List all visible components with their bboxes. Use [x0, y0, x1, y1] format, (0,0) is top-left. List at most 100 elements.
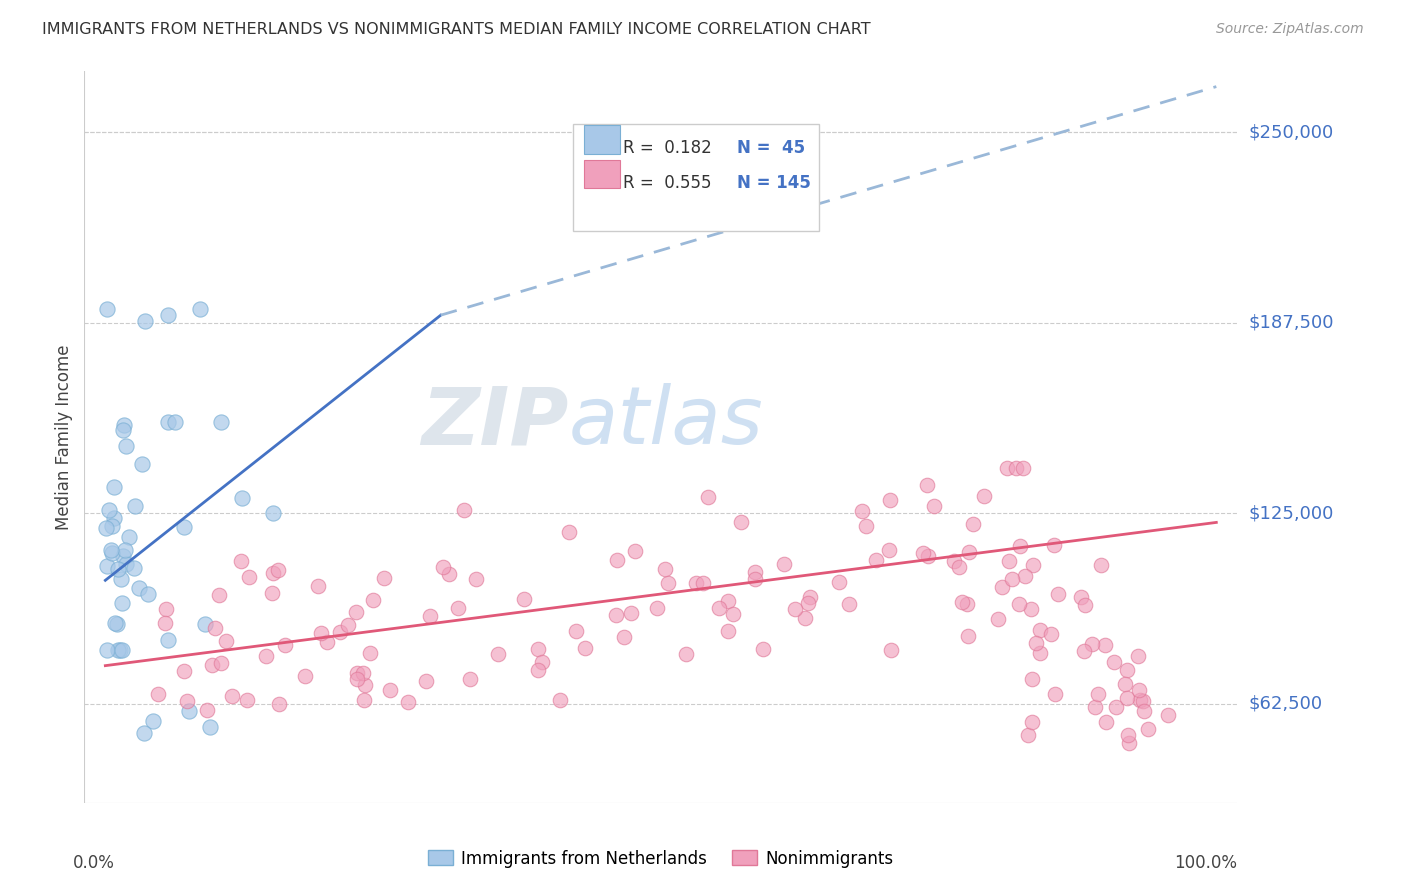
Point: [1025, 636, 1047, 650]
Point: [1157, 707, 1180, 722]
Point: [176, 693, 198, 707]
Point: [922, 499, 945, 513]
Point: [111, 423, 134, 437]
Point: [352, 666, 374, 681]
Point: [209, 415, 232, 429]
Point: [1074, 598, 1097, 612]
Point: [157, 632, 180, 647]
Point: [574, 640, 596, 655]
Point: [179, 705, 201, 719]
Point: [100, 518, 122, 533]
Point: [1010, 539, 1032, 553]
Point: [1043, 687, 1066, 701]
Text: N =  45: N = 45: [737, 139, 806, 157]
Point: [957, 545, 980, 559]
Point: [114, 543, 136, 558]
Point: [606, 553, 628, 567]
Point: [785, 602, 807, 616]
Text: $187,500: $187,500: [1249, 314, 1334, 332]
Point: [730, 515, 752, 529]
Point: [103, 480, 125, 494]
Point: [378, 683, 401, 698]
Point: [1132, 694, 1154, 708]
Point: [1094, 715, 1116, 730]
Point: [486, 648, 509, 662]
Point: [447, 601, 470, 615]
Point: [950, 594, 973, 608]
Point: [956, 597, 979, 611]
Point: [1073, 644, 1095, 658]
Point: [997, 554, 1019, 568]
Point: [157, 308, 180, 322]
Point: [794, 611, 817, 625]
Point: [1102, 655, 1125, 669]
Point: [797, 596, 820, 610]
Point: [1021, 672, 1043, 686]
Point: [201, 658, 224, 673]
Point: [879, 493, 901, 508]
Point: [419, 608, 441, 623]
Point: [131, 457, 153, 471]
Point: [353, 692, 375, 706]
Point: [1118, 736, 1140, 750]
Point: [96, 558, 118, 573]
Point: [361, 592, 384, 607]
Point: [96, 521, 118, 535]
Point: [111, 643, 134, 657]
Point: [294, 669, 316, 683]
Point: [231, 491, 253, 505]
Point: [1029, 646, 1052, 660]
Point: [215, 634, 238, 648]
Point: [194, 617, 217, 632]
Point: [266, 563, 288, 577]
Point: [1084, 700, 1107, 714]
Point: [1115, 663, 1137, 677]
Point: [1105, 700, 1128, 714]
Point: [1012, 460, 1035, 475]
Point: [721, 607, 744, 622]
Point: [917, 478, 939, 492]
Point: [1029, 624, 1052, 638]
Point: [107, 562, 129, 576]
Point: [526, 663, 548, 677]
Point: [1116, 728, 1139, 742]
Text: R =  0.182: R = 0.182: [623, 139, 711, 157]
Point: [697, 490, 720, 504]
Point: [101, 546, 124, 560]
Point: [236, 693, 259, 707]
Point: [346, 672, 368, 686]
Point: [744, 565, 766, 579]
Point: [98, 503, 121, 517]
Point: [464, 572, 486, 586]
Point: [110, 572, 132, 586]
Point: [336, 618, 359, 632]
Legend: Immigrants from Netherlands, Nonimmigrants: Immigrants from Netherlands, Nonimmigran…: [427, 849, 894, 868]
Point: [613, 630, 636, 644]
Point: [309, 626, 332, 640]
Point: [877, 543, 900, 558]
Point: [115, 558, 138, 572]
Point: [1090, 558, 1112, 572]
Point: [100, 543, 122, 558]
Point: [96, 643, 118, 657]
Point: [675, 647, 697, 661]
Point: [209, 656, 232, 670]
Point: [221, 689, 243, 703]
Point: [987, 612, 1010, 626]
Point: [995, 460, 1018, 475]
Point: [565, 624, 588, 639]
Point: [744, 572, 766, 586]
Point: [880, 643, 903, 657]
Point: [1126, 648, 1149, 663]
Point: [717, 624, 740, 638]
Point: [155, 602, 177, 616]
Point: [962, 517, 984, 532]
Point: [1129, 693, 1152, 707]
Point: [1043, 538, 1066, 552]
Point: [373, 571, 395, 585]
Point: [134, 314, 156, 328]
Point: [772, 557, 794, 571]
Point: [855, 518, 877, 533]
Point: [1114, 677, 1136, 691]
Point: [1046, 587, 1069, 601]
